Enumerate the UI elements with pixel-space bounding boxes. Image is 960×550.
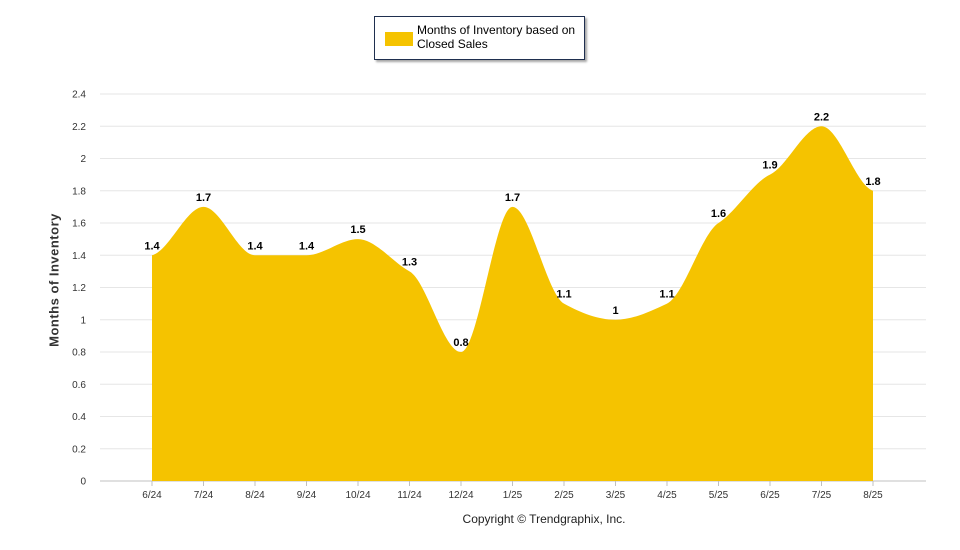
y-tick-label: 1 <box>80 315 86 326</box>
data-label: 1.4 <box>144 240 160 252</box>
data-label: 1.4 <box>247 240 263 252</box>
chart-legend: Months of Inventory based on Closed Sale… <box>374 16 585 60</box>
y-tick-label: 0.6 <box>72 380 86 391</box>
data-label: 1.1 <box>659 289 674 301</box>
data-label: 1.1 <box>556 289 571 301</box>
x-tick-label: 6/25 <box>760 490 780 501</box>
data-label: 1.5 <box>350 224 365 236</box>
data-label: 1.7 <box>196 192 211 204</box>
x-tick-label: 12/24 <box>448 490 473 501</box>
data-label: 1.9 <box>762 160 777 172</box>
x-tick-label: 5/25 <box>709 490 729 501</box>
data-label: 1.3 <box>402 256 417 268</box>
x-tick-label: 9/24 <box>297 490 317 501</box>
y-axis-title: Months of Inventory <box>46 213 62 347</box>
y-tick-label: 1.4 <box>72 251 86 262</box>
data-label: 1.8 <box>865 176 880 188</box>
x-tick-label: 2/25 <box>554 490 574 501</box>
x-tick-label: 6/24 <box>142 490 162 501</box>
data-label: 1 <box>612 305 618 317</box>
copyright-text: Copyright © Trendgraphix, Inc. <box>462 512 626 526</box>
y-tick-label: 0.8 <box>72 348 86 359</box>
y-tick-label: 0.4 <box>72 412 86 423</box>
y-tick-label: 1.8 <box>72 186 86 197</box>
y-tick-label: 2.2 <box>72 122 86 133</box>
data-label: 0.8 <box>453 337 468 349</box>
y-tick-label: 2 <box>80 154 86 165</box>
x-tick-label: 11/24 <box>397 490 422 501</box>
legend-swatch <box>385 32 413 46</box>
legend-label: Months of Inventory based on Closed Sale… <box>417 23 576 51</box>
y-tick-label: 1.2 <box>72 283 86 294</box>
data-label: 1.7 <box>505 192 520 204</box>
x-tick-label: 4/25 <box>657 490 677 501</box>
x-tick-label: 7/25 <box>812 490 832 501</box>
x-tick-label: 1/25 <box>503 490 523 501</box>
y-tick-label: 1.6 <box>72 219 86 230</box>
x-tick-label: 3/25 <box>606 490 626 501</box>
y-tick-label: 0.2 <box>72 444 86 455</box>
x-tick-label: 10/24 <box>345 490 370 501</box>
series-area <box>152 126 873 481</box>
y-tick-label: 0 <box>80 477 86 488</box>
y-tick-label: 2.4 <box>72 90 86 101</box>
x-tick-label: 7/24 <box>194 490 214 501</box>
x-tick-label: 8/25 <box>863 490 883 501</box>
x-tick-label: 8/24 <box>245 490 265 501</box>
data-label: 1.6 <box>711 208 726 220</box>
data-label: 2.2 <box>814 111 829 123</box>
data-label: 1.4 <box>299 240 315 252</box>
